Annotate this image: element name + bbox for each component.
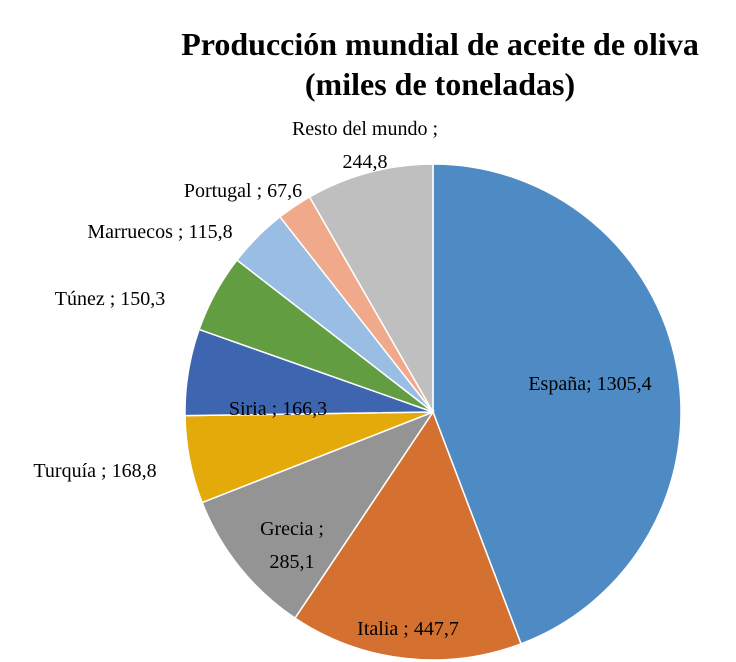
pie-slice <box>308 163 434 415</box>
data-label: España; 1305,4 <box>528 373 651 395</box>
data-label: 244,8 <box>343 151 388 173</box>
data-label: Portugal ; 67,6 <box>184 180 302 202</box>
data-label: Resto del mundo ; <box>292 118 438 140</box>
data-label: Túnez ; 150,3 <box>55 288 166 310</box>
data-label: Italia ; 447,7 <box>357 618 459 640</box>
data-label: Siria ; 166,3 <box>229 398 327 420</box>
data-label: Grecia ; <box>260 518 324 540</box>
pie-slice <box>293 410 523 661</box>
data-label: Marruecos ; 115,8 <box>87 221 232 243</box>
data-label: Turquía ; 168,8 <box>33 460 156 482</box>
pie-slice <box>432 163 682 645</box>
chart-title: (miles de toneladas) <box>305 66 575 102</box>
pie-slice <box>201 410 435 620</box>
chart-title: Producción mundial de aceite de oliva <box>181 26 699 62</box>
data-label: 285,1 <box>270 551 315 573</box>
